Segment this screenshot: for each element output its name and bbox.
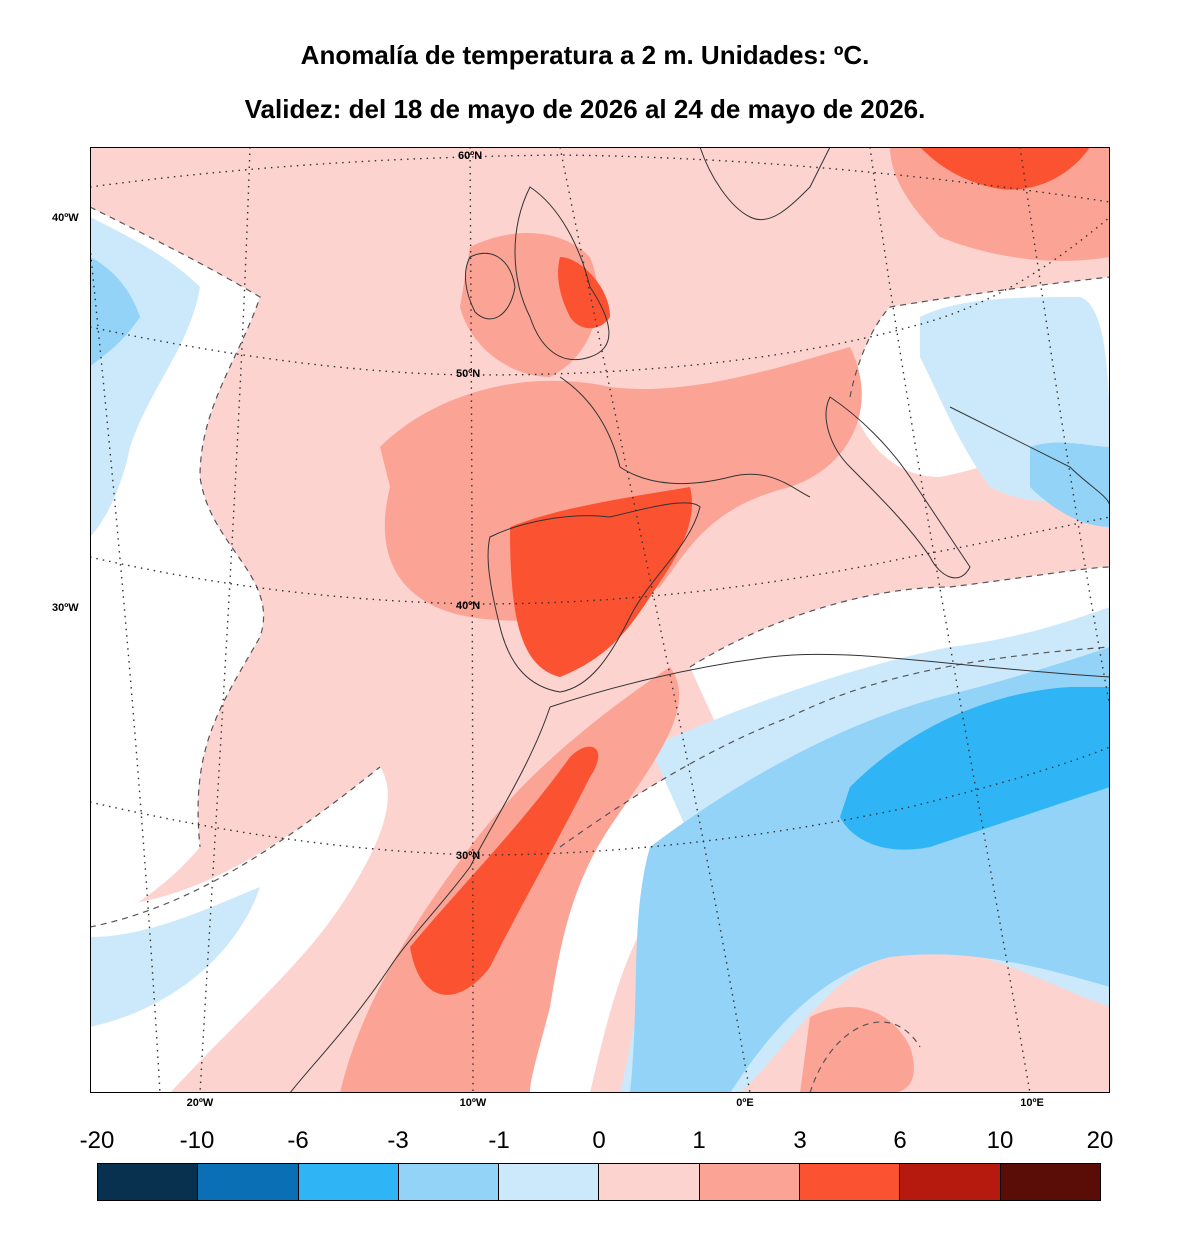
colorbar-tick-label: 6 (893, 1127, 907, 1154)
graticule-meridian-20w (199, 147, 251, 1093)
colorbar-swatch (98, 1164, 199, 1200)
lon-label-10w: 10ºW (459, 1097, 487, 1109)
lat-label-40n: 40ºN (456, 600, 480, 612)
temperature-anomaly-map: 60ºN 50ºN 40ºN 30ºN (90, 147, 1110, 1093)
colorbar-swatch (198, 1164, 299, 1200)
lat-label-30n: 30ºN (456, 850, 480, 862)
warm-anomaly-strong-scandinavia (920, 147, 1090, 190)
zero-contour-southeast (809, 1021, 921, 1093)
colorbar-tick-label: 10 (986, 1127, 1014, 1154)
zero-contour-atlantic-west (90, 206, 265, 848)
colorbar-swatch (699, 1164, 801, 1200)
colorbar-tick-label: 20 (1086, 1127, 1114, 1154)
graticule-meridian-10e (869, 147, 1031, 1093)
colorbar-tick-label: -10 (179, 1127, 215, 1154)
warm-anomaly-strong-england (558, 257, 610, 329)
colorbar-tick-label: 3 (793, 1127, 807, 1154)
lat-label-50n: 50ºN (456, 368, 480, 380)
colorbar-tick-label: -6 (287, 1127, 309, 1154)
coastline-ireland (464, 252, 516, 320)
lon-side-label-40w: 40ºW (52, 212, 79, 224)
map-frame (90, 147, 1110, 1093)
zero-contour-north-africa (559, 646, 1110, 848)
map-validity-subtitle: Validez: del 18 de mayo de 2026 al 24 de… (244, 94, 926, 124)
lon-label-10e: 10ºE (1020, 1097, 1044, 1109)
lon-label-20w: 20ºW (186, 1097, 214, 1109)
warm-anomaly-light-southeast-corner (800, 1007, 914, 1093)
map-title: Anomalía de temperatura a 2 m. Unidades:… (300, 40, 870, 70)
coastline-balkans (949, 406, 1110, 508)
near-zero-area-southwest (90, 767, 388, 1093)
zero-contour-central-europe (849, 276, 1110, 398)
colorbar-tick-label: 1 (692, 1127, 706, 1154)
colorbar-swatch (1000, 1164, 1100, 1200)
colorbar-swatch (599, 1164, 700, 1200)
cold-anomaly-medium-atlantic (90, 257, 140, 367)
colorbar-swatch (398, 1164, 500, 1200)
cold-anomaly-strong-algeria-libya (840, 687, 1110, 850)
coastline-north-africa (549, 653, 1110, 708)
lat-label-60n: 60ºN (458, 150, 482, 162)
zero-contour-mediterranean (689, 566, 1110, 668)
colorbar-swatch (900, 1164, 1001, 1200)
coastline-italy (825, 396, 971, 579)
graticule-meridian-10w (469, 147, 474, 1093)
colorbar (97, 1163, 1101, 1201)
zero-contour-southwest (90, 766, 381, 928)
colorbar-tick-label: -3 (387, 1127, 409, 1154)
colorbar-swatch (298, 1164, 399, 1200)
colorbar-tick-label: -1 (488, 1127, 510, 1154)
colorbar-swatch (800, 1164, 901, 1200)
warm-anomaly-strong-iberia (510, 487, 692, 677)
coastline-iberia (487, 502, 701, 693)
colorbar-tick-label: 0 (592, 1127, 606, 1154)
coastline-west-africa (289, 706, 551, 1093)
warm-anomaly-light-bay-of-biscay (380, 347, 862, 621)
cold-anomaly-medium-greece (1030, 442, 1110, 527)
warm-anomaly-strong-morocco (410, 746, 599, 995)
coastline-scandinavia (699, 147, 831, 221)
colorbar-tick-label: -20 (79, 1127, 115, 1154)
lon-side-label-30w: 30ºW (52, 602, 79, 614)
lon-label-0e: 0ºE (736, 1097, 754, 1109)
coastline-france-biscay (559, 376, 811, 498)
coastline-great-britain (514, 186, 610, 361)
colorbar-swatch (499, 1164, 600, 1200)
cold-anomaly-light-southwest (90, 887, 260, 1027)
